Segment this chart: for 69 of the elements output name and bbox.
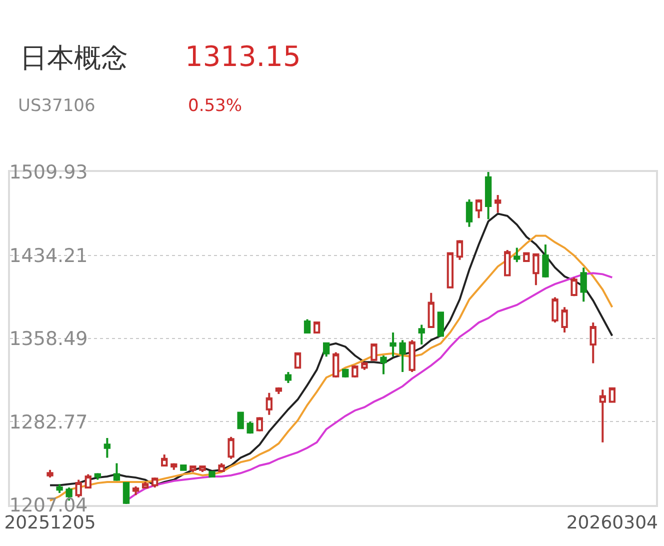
candlestick bbox=[399, 339, 406, 374]
candlestick bbox=[237, 412, 244, 430]
candlestick bbox=[484, 172, 492, 220]
candlestick bbox=[323, 342, 330, 358]
candlestick bbox=[370, 344, 378, 361]
candlestick bbox=[122, 482, 130, 505]
candlestick bbox=[380, 354, 387, 376]
candlestick bbox=[504, 248, 511, 276]
candlestick bbox=[418, 324, 425, 346]
candlestick bbox=[532, 253, 540, 286]
candlestick bbox=[466, 198, 473, 228]
candlestick bbox=[284, 371, 292, 384]
candlestick bbox=[428, 292, 434, 330]
candlestick bbox=[94, 472, 101, 481]
candlestick bbox=[361, 361, 368, 371]
y-tick-label: 1358.49 bbox=[9, 328, 88, 350]
candlestick bbox=[208, 470, 216, 479]
candlestick bbox=[180, 464, 187, 471]
x-tick-label: 20260304 bbox=[566, 512, 658, 534]
candlestick bbox=[313, 322, 320, 334]
candlestick bbox=[256, 416, 263, 432]
candlestick bbox=[561, 306, 568, 334]
candlestick bbox=[580, 266, 587, 303]
candlestick bbox=[456, 239, 464, 261]
candlestick bbox=[294, 352, 302, 369]
candlestick bbox=[390, 331, 396, 358]
candlestick bbox=[75, 478, 82, 498]
candlestick bbox=[446, 252, 454, 288]
candlestick bbox=[599, 388, 606, 444]
candlestick bbox=[552, 296, 558, 324]
y-tick-label: 1434.21 bbox=[9, 244, 88, 267]
candlestick bbox=[304, 318, 311, 334]
text: 0.53% bbox=[188, 96, 242, 116]
candlestick bbox=[46, 468, 54, 479]
candlestick bbox=[408, 339, 416, 374]
candlestick bbox=[494, 194, 502, 214]
y-tick-label: 1509.93 bbox=[9, 162, 88, 184]
candlestick bbox=[608, 386, 616, 403]
candlestick bbox=[170, 462, 178, 471]
candlestick bbox=[228, 436, 234, 460]
candlestick bbox=[342, 368, 349, 379]
candlestick bbox=[542, 243, 549, 278]
candlestick bbox=[56, 483, 63, 494]
candlestick bbox=[246, 420, 254, 435]
candlestick bbox=[132, 485, 140, 496]
text: 1313.15 bbox=[185, 40, 301, 73]
candlestick bbox=[199, 464, 206, 474]
candlestick bbox=[590, 322, 596, 364]
candlestick bbox=[113, 462, 120, 482]
chart-subtitle: US37106 bbox=[18, 96, 96, 116]
candlestick bbox=[514, 246, 520, 264]
candlestick bbox=[161, 453, 168, 466]
candlestick bbox=[352, 364, 358, 379]
candlestick bbox=[437, 312, 444, 337]
candlestick bbox=[104, 436, 111, 459]
x-tick-label: 20251205 bbox=[4, 512, 96, 534]
candlestick bbox=[523, 252, 530, 262]
candlestick bbox=[332, 351, 340, 379]
candlestick bbox=[475, 198, 482, 220]
candlestick bbox=[266, 392, 272, 416]
candlestick bbox=[142, 480, 149, 490]
candlestick bbox=[151, 476, 158, 488]
y-tick-label: 1282.77 bbox=[9, 411, 88, 434]
candlestick bbox=[275, 386, 282, 395]
candlestick bbox=[190, 464, 196, 474]
candlestick bbox=[84, 473, 92, 490]
chart-title: 日本概念 bbox=[20, 42, 128, 76]
candlestick bbox=[570, 276, 578, 298]
candlestick bbox=[218, 462, 225, 474]
